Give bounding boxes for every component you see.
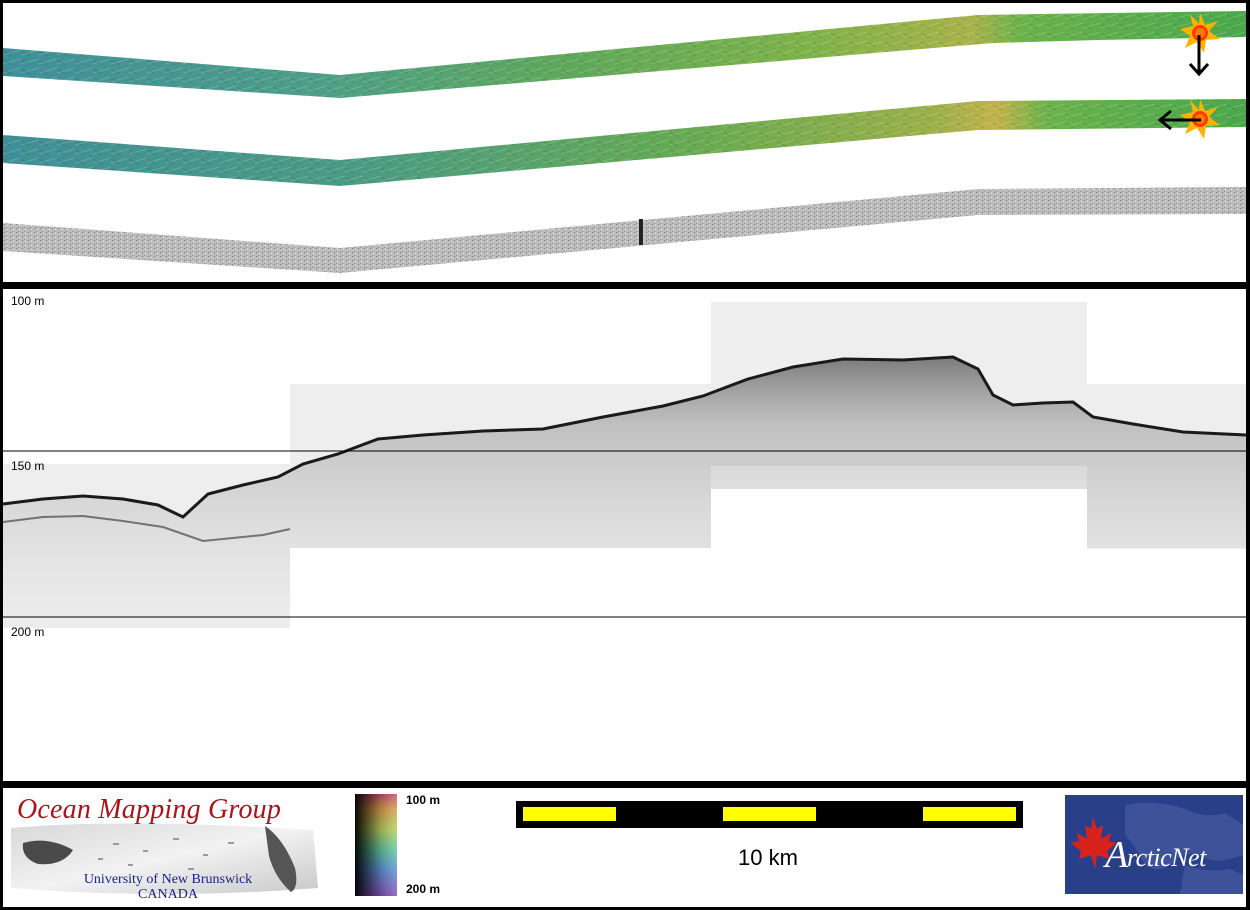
svg-text:A: A [1102, 834, 1129, 876]
colorbar-top-label: 100 m [406, 793, 441, 807]
arrow-down-icon [1188, 35, 1210, 77]
depth-label-100m: 100 m [11, 294, 45, 308]
colorbar-gradient [355, 794, 397, 896]
colorbar-bottom-label: 200 m [406, 882, 441, 896]
scale-bar-segment [923, 807, 1016, 821]
depth-label-150m: 150 m [11, 459, 45, 473]
scale-bar-segment [523, 807, 616, 821]
backscatter-strip [3, 187, 1246, 273]
subsurface-reflector [3, 514, 291, 543]
omg-subtitle-country: CANADA [138, 887, 198, 902]
profile-svg [3, 302, 1246, 628]
scale-bar-label: 10 km [738, 845, 798, 870]
scale-bar-segment [723, 807, 816, 821]
arrow-left-icon [1157, 109, 1201, 131]
swath-strips-svg [3, 11, 1246, 273]
bathymetry-strip-2 [3, 99, 1246, 186]
maple-leaf-icon [1071, 817, 1117, 869]
seafloor-reflector [3, 355, 1246, 519]
scale-bar [516, 801, 1023, 828]
depth-label-200m: 200 m [11, 625, 45, 639]
depth-colorbar [355, 794, 397, 896]
omg-logo-graphic [11, 823, 318, 894]
arcticnet-logo: A rcticNet [1065, 795, 1243, 894]
subbottom-profile-panel: 100 m 150 m 200 m [3, 289, 1246, 781]
omg-subtitle-university: University of New Brunswick [83, 872, 253, 887]
swath-strips-panel [3, 3, 1246, 282]
omg-title: Ocean Mapping Group [17, 794, 282, 825]
omg-logo: Ocean Mapping Group University of New Br… [3, 788, 333, 907]
bathymetry-strip-1 [3, 11, 1246, 98]
arcticnet-text: rcticNet [1127, 843, 1206, 872]
arcticnet-logo-graphic: A [1065, 795, 1243, 894]
sun-icon [1180, 13, 1220, 53]
subbottom-sediment [3, 357, 1246, 628]
footer-panel: Ocean Mapping Group University of New Br… [3, 788, 1246, 907]
